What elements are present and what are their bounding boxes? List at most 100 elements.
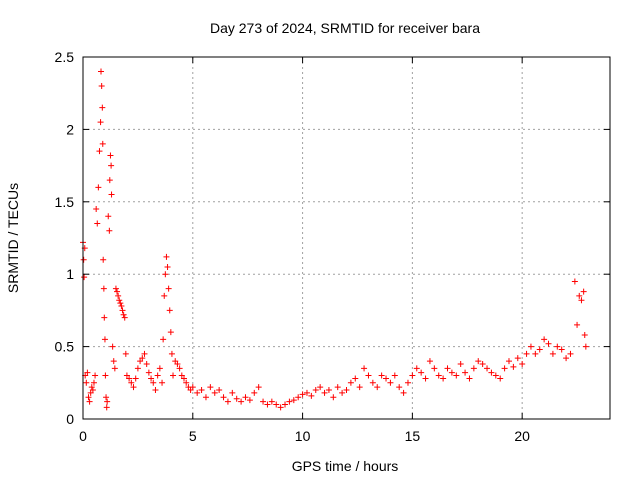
data-point [83, 379, 90, 386]
data-point [119, 307, 126, 314]
data-point [198, 387, 205, 394]
data-point [475, 358, 482, 365]
y-tick-label: 1 [66, 266, 74, 282]
data-point [541, 336, 548, 343]
data-point [202, 394, 209, 401]
data-point [126, 375, 133, 382]
data-point [148, 375, 155, 382]
data-point [220, 394, 227, 401]
data-point [563, 355, 570, 362]
data-point [99, 104, 106, 111]
data-point [84, 369, 91, 376]
data-point [361, 365, 368, 372]
data-point [462, 369, 469, 376]
data-point [108, 162, 115, 169]
data-point [122, 350, 129, 357]
data-point [352, 375, 359, 382]
data-point [168, 350, 175, 357]
data-point [532, 350, 539, 357]
data-point [387, 379, 394, 386]
y-tick-label: 0.5 [55, 339, 75, 355]
data-point [112, 285, 119, 292]
data-point [92, 372, 99, 379]
data-point [383, 375, 390, 382]
data-point [277, 404, 284, 411]
data-point [166, 307, 173, 314]
data-point [242, 394, 249, 401]
data-point [116, 297, 123, 304]
data-series [80, 68, 589, 411]
data-point [378, 372, 385, 379]
data-point [273, 401, 280, 408]
data-point [484, 365, 491, 372]
data-point [100, 285, 107, 292]
data-point [356, 384, 363, 391]
data-point [343, 387, 350, 394]
data-point [264, 401, 271, 408]
data-point [194, 389, 201, 396]
data-point [492, 372, 499, 379]
data-point [163, 253, 170, 260]
data-point [89, 387, 96, 394]
data-point [574, 321, 581, 328]
data-point [160, 336, 167, 343]
data-point [106, 227, 113, 234]
data-point [536, 346, 543, 353]
data-point [505, 358, 512, 365]
y-tick-label: 1.5 [55, 194, 75, 210]
data-point [98, 82, 105, 89]
data-point [181, 375, 188, 382]
x-tick-label: 5 [189, 428, 197, 444]
x-tick-label: 10 [295, 428, 311, 444]
data-point [255, 384, 262, 391]
data-point [80, 256, 87, 263]
data-point [558, 346, 565, 353]
data-point [440, 375, 447, 382]
data-point [101, 314, 108, 321]
data-point [488, 369, 495, 376]
data-point [510, 363, 517, 370]
data-point [114, 288, 121, 295]
data-point [170, 372, 177, 379]
data-point [156, 365, 163, 372]
data-point [347, 379, 354, 386]
data-point [130, 384, 137, 391]
data-point [580, 288, 587, 295]
data-point [435, 372, 442, 379]
data-point [582, 343, 589, 350]
data-point [88, 384, 95, 391]
data-point [339, 389, 346, 396]
data-point [103, 394, 110, 401]
data-point [308, 392, 315, 399]
data-point [93, 206, 100, 213]
data-point [233, 395, 240, 402]
data-point [334, 384, 341, 391]
data-point [391, 372, 398, 379]
plot-frame [82, 56, 611, 420]
data-point [115, 292, 122, 299]
data-point [141, 350, 148, 357]
x-axis-label: GPS time / hours [292, 458, 399, 474]
data-point [519, 360, 526, 367]
x-tick-label: 15 [405, 428, 421, 444]
data-point [99, 140, 106, 147]
data-point [578, 297, 585, 304]
data-point [94, 220, 101, 227]
data-point [418, 369, 425, 376]
data-point [330, 394, 337, 401]
data-point [413, 365, 420, 372]
data-point [98, 68, 105, 75]
data-point [470, 365, 477, 372]
y-tick-label: 0 [66, 411, 74, 427]
data-point [224, 398, 231, 405]
data-point [501, 365, 508, 372]
data-point [251, 389, 258, 396]
y-axis-label: SRMTID / TECUs [5, 183, 21, 293]
x-tick-label: 20 [514, 428, 530, 444]
data-point [554, 343, 561, 350]
data-point [150, 379, 157, 386]
data-point [143, 360, 150, 367]
data-point [109, 343, 116, 350]
data-point [132, 375, 139, 382]
data-point [369, 379, 376, 386]
